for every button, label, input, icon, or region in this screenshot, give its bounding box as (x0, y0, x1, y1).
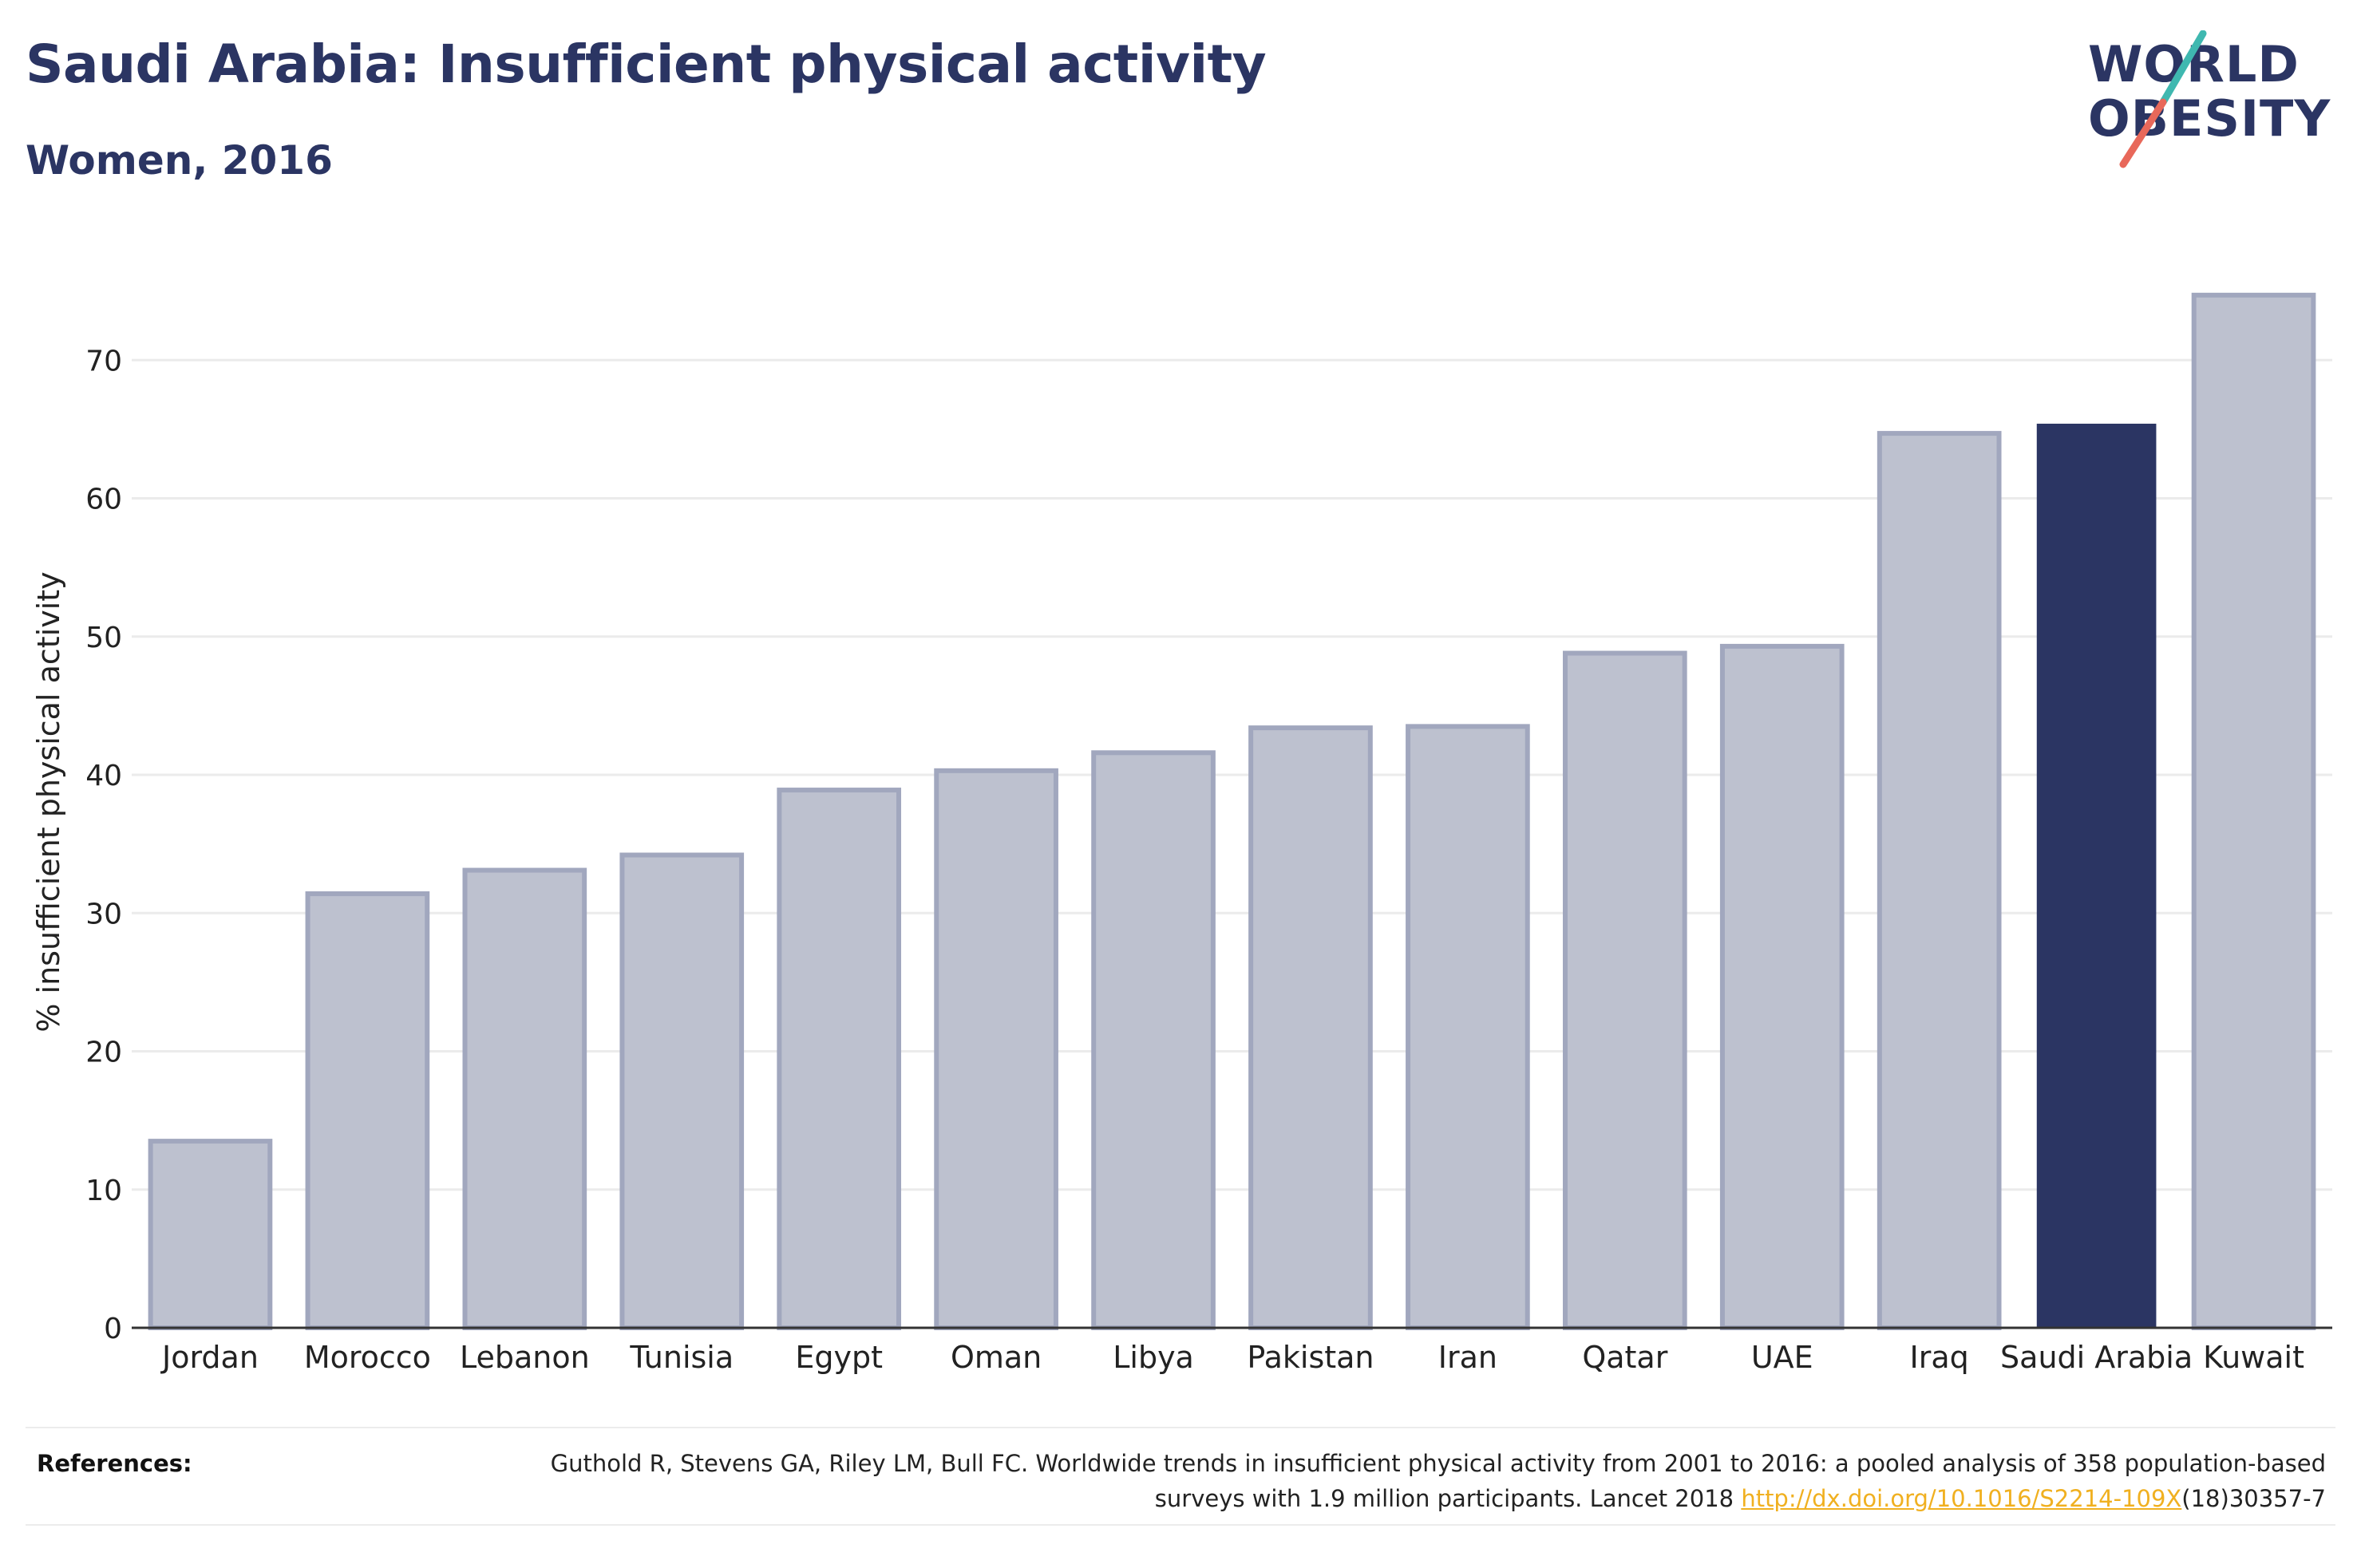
bar-chart: 0 10 20 30 40 50 60 70 Jordan Morocco Lebanon Tunis… (31, 292, 2332, 1375)
x-tick-label: Pakistan (1247, 1340, 1374, 1375)
y-tick-label: 0 (104, 1313, 122, 1345)
references-citation-suffix: (18)30357-7 (2181, 1485, 2326, 1512)
x-tick-label: Lebanon (460, 1340, 590, 1375)
references-text: Guthold R, Stevens GA, Riley LM, Bull FC… (490, 1446, 2326, 1516)
y-axis-label: % insufficient physical activity (31, 571, 66, 1032)
bar-kuwait[interactable] (2191, 292, 2316, 1330)
y-tick-label: 60 (85, 484, 122, 516)
y-tick-label: 50 (85, 622, 122, 654)
x-tick-label: UAE (1751, 1340, 1813, 1375)
bar-iran[interactable] (1406, 724, 1530, 1330)
y-tick-label: 30 (85, 898, 122, 930)
bar-layer (148, 292, 2316, 1331)
bar-pakistan[interactable] (1248, 725, 1373, 1330)
references-top-divider (26, 1427, 2335, 1428)
bar-morocco[interactable] (305, 891, 430, 1331)
y-tick-label: 20 (85, 1037, 122, 1069)
bar-libya[interactable] (1091, 750, 1216, 1330)
world-obesity-logo: WORLD OBESITY (2075, 24, 2347, 168)
x-tick-label: Iraq (1910, 1340, 1969, 1375)
x-tick-label: Morocco (304, 1340, 431, 1375)
x-tick-label: Tunisia (629, 1340, 734, 1375)
bar-tunisia[interactable] (619, 852, 745, 1330)
axis-layer: 0 10 20 30 40 50 60 70 Jordan Morocco Lebanon Tunis… (85, 345, 2332, 1375)
y-tick-label: 40 (85, 760, 122, 792)
x-tick-label: Egypt (795, 1340, 883, 1375)
y-tick-label: 10 (85, 1175, 122, 1207)
bar-jordan[interactable] (148, 1139, 273, 1331)
logo-line-2: OBESITY (2088, 89, 2331, 148)
x-tick-label: Jordan (160, 1340, 259, 1375)
chart-subtitle: Women, 2016 (26, 137, 333, 184)
references-label: References: (37, 1450, 192, 1477)
references-citation: Guthold R, Stevens GA, Riley LM, Bull FC… (550, 1450, 2326, 1512)
bar-lebanon[interactable] (462, 867, 587, 1330)
x-tick-label: Kuwait (2203, 1340, 2304, 1375)
x-tick-label: Saudi Arabia (2000, 1340, 2193, 1375)
references-doi-link[interactable]: http://dx.doi.org/10.1016/S2214-109X (1741, 1485, 2182, 1512)
bar-saudi-arabia[interactable] (2036, 423, 2157, 1328)
y-tick-label: 70 (85, 345, 122, 377)
references-bottom-divider (26, 1524, 2335, 1526)
bar-qatar[interactable] (1562, 650, 1687, 1330)
logo-slash-icon (2119, 30, 2207, 168)
x-tick-label: Oman (951, 1340, 1042, 1375)
x-tick-label: Qatar (1582, 1340, 1667, 1375)
x-tick-label: Libya (1113, 1340, 1194, 1375)
x-tick-label: Iran (1438, 1340, 1497, 1375)
bar-oman[interactable] (934, 768, 1058, 1330)
chart-title: Saudi Arabia: Insufficient physical acti… (26, 34, 1267, 95)
bar-egypt[interactable] (777, 788, 902, 1330)
bar-iraq[interactable] (1877, 431, 2002, 1330)
grid-layer (132, 358, 2332, 1191)
bar-uae[interactable] (1719, 643, 1845, 1330)
